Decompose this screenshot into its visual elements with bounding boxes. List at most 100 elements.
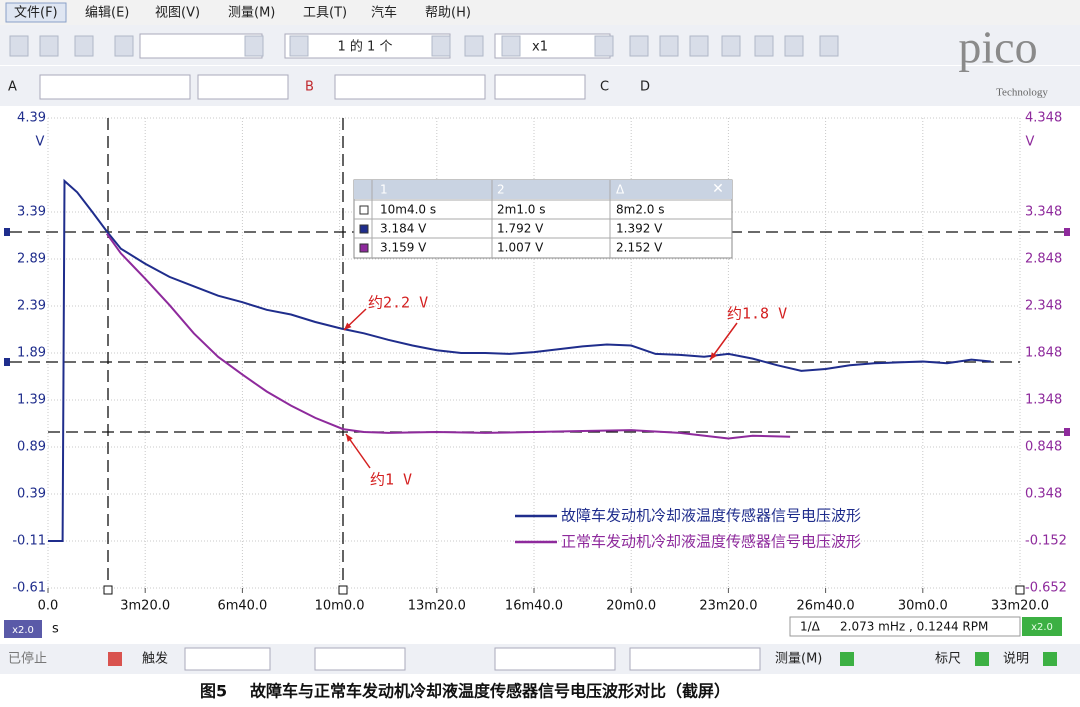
ruler-handle[interactable] <box>4 358 10 366</box>
y2-tick-label: 1.348 <box>1025 393 1062 408</box>
dropdown[interactable] <box>184 647 271 671</box>
stop-button[interactable] <box>108 652 122 666</box>
y-tick-label: -0.11 <box>12 534 46 549</box>
dropdown[interactable] <box>334 74 486 100</box>
dropdown[interactable] <box>494 647 616 671</box>
channel-c[interactable]: C <box>600 80 609 95</box>
toolbar-button[interactable] <box>431 35 451 57</box>
table-cell: 1.007 V <box>497 241 544 255</box>
y-zoom-box[interactable] <box>1022 617 1062 636</box>
table-cell: 2.152 V <box>616 241 663 255</box>
table-cell: 1.792 V <box>497 222 544 236</box>
toolbar-button[interactable] <box>244 35 264 57</box>
y2-tick-label: -0.652 <box>1025 581 1067 596</box>
dropdown[interactable] <box>139 33 263 59</box>
menu-item[interactable]: 工具(T) <box>303 6 347 21</box>
toolbar-button[interactable] <box>784 35 804 57</box>
x-zoom: x2.0 <box>12 625 34 636</box>
page-label: 1 的 1 个 <box>338 39 393 55</box>
y2-tick-label: 0.348 <box>1025 487 1062 502</box>
table-cell: 3.159 V <box>380 241 427 255</box>
table-cell: 8m2.0 s <box>616 203 664 217</box>
toolbar-button[interactable] <box>9 35 29 57</box>
dropdown[interactable] <box>314 647 406 671</box>
y2-tick-label: 2.348 <box>1025 299 1062 314</box>
add-button[interactable] <box>840 652 854 666</box>
menu-item[interactable]: 测量(M) <box>228 6 275 21</box>
toolbar-button[interactable] <box>754 35 774 57</box>
frequency-value: 2.073 mHz , 0.1244 RPM <box>840 620 988 634</box>
menu-item[interactable]: 编辑(E) <box>85 6 129 21</box>
arrow-head <box>710 352 717 360</box>
x-tick-label: 23m20.0 <box>699 599 757 614</box>
measure[interactable]: 测量(M) <box>775 652 822 667</box>
y-tick-label: 1.39 <box>17 393 46 408</box>
toolbar-button[interactable] <box>689 35 709 57</box>
dropdown[interactable] <box>494 74 586 100</box>
toolbar-button[interactable] <box>114 35 134 57</box>
dropdown[interactable] <box>629 647 761 671</box>
toolbar-button[interactable] <box>819 35 839 57</box>
menu-item[interactable]: 汽车 <box>371 5 397 21</box>
x-unit: s <box>52 622 59 637</box>
frequency-box <box>789 616 1021 637</box>
y2-tick-label: 1.848 <box>1025 346 1062 361</box>
y-unit: V <box>36 135 45 150</box>
notes[interactable]: 说明 <box>1003 652 1029 667</box>
x-zoom-box[interactable] <box>4 620 42 638</box>
toolbar-button[interactable] <box>594 35 614 57</box>
toolbar-button[interactable] <box>721 35 741 57</box>
x-tick-label: 13m20.0 <box>408 599 466 614</box>
annotation: 约2.2 V <box>368 294 428 312</box>
x-tick-label: 26m40.0 <box>797 599 855 614</box>
frequency-label: 1/Δ <box>800 620 821 634</box>
toolbar-button[interactable] <box>289 35 309 57</box>
dropdown[interactable] <box>39 74 191 100</box>
y-tick-label: -0.61 <box>12 581 46 596</box>
table-cell: 10m4.0 s <box>380 203 436 217</box>
annotation: 约1 V <box>370 471 412 489</box>
toolbar-button[interactable] <box>74 35 94 57</box>
toolbar-button[interactable] <box>464 35 484 57</box>
toolbar-button[interactable] <box>39 35 59 57</box>
trigger[interactable]: 触发 <box>142 651 168 667</box>
notes-button[interactable] <box>1043 652 1057 666</box>
close-icon[interactable]: ✕ <box>712 181 724 197</box>
legend-label: 故障车发动机冷却液温度传感器信号电压波形 <box>561 507 861 525</box>
arrow-head <box>346 434 353 442</box>
caption-text: 故障车与正常车发动机冷却液温度传感器信号电压波形对比（截屏） <box>250 682 730 701</box>
menu-bar <box>0 0 1080 25</box>
channel-a[interactable]: A <box>8 80 17 95</box>
menu-item[interactable]: 帮助(H) <box>425 6 471 21</box>
cursor-handles[interactable] <box>103 585 1025 595</box>
channel-d[interactable]: D <box>640 80 650 95</box>
y2-tick-label: 2.848 <box>1025 252 1062 267</box>
ruler-handle[interactable] <box>1064 228 1070 236</box>
menu-item[interactable]: 文件(F) <box>14 6 58 21</box>
toolbar-icons <box>9 35 839 57</box>
ruler-handle[interactable] <box>1064 428 1070 436</box>
ruler[interactable]: 标尺 <box>935 652 961 667</box>
toolbar-button[interactable] <box>659 35 679 57</box>
ruler-button[interactable] <box>975 652 989 666</box>
row-icon <box>359 243 369 253</box>
plot: 故障车发动机冷却液温度传感器信号电压波形正常车发动机冷却液温度传感器信号电压波形… <box>48 178 991 551</box>
toolbar-button[interactable] <box>629 35 649 57</box>
x-tick-label: 10m0.0 <box>315 599 365 614</box>
page-selector[interactable] <box>284 33 451 59</box>
toolbar-button[interactable] <box>501 35 521 57</box>
cursor-table: ✕ 1 2 Δ 10m4.0 s 2m1.0 s 8m2.0 s 3.184 V 1.792 … <box>353 179 733 259</box>
y2-tick-label: 3.348 <box>1025 205 1062 220</box>
table-header: 2 <box>497 183 505 197</box>
menu-item[interactable]: 视图(V) <box>155 6 200 21</box>
x-tick-label: 30m0.0 <box>898 599 948 614</box>
ruler-handle[interactable] <box>4 228 10 236</box>
y-tick-label: 3.39 <box>17 205 46 220</box>
y-tick-label: 2.89 <box>17 252 46 267</box>
row-icon <box>359 205 369 215</box>
channel-b[interactable]: B <box>305 80 314 95</box>
menu-highlight <box>5 2 67 23</box>
row-icon <box>359 224 369 234</box>
dropdown[interactable] <box>197 74 289 100</box>
